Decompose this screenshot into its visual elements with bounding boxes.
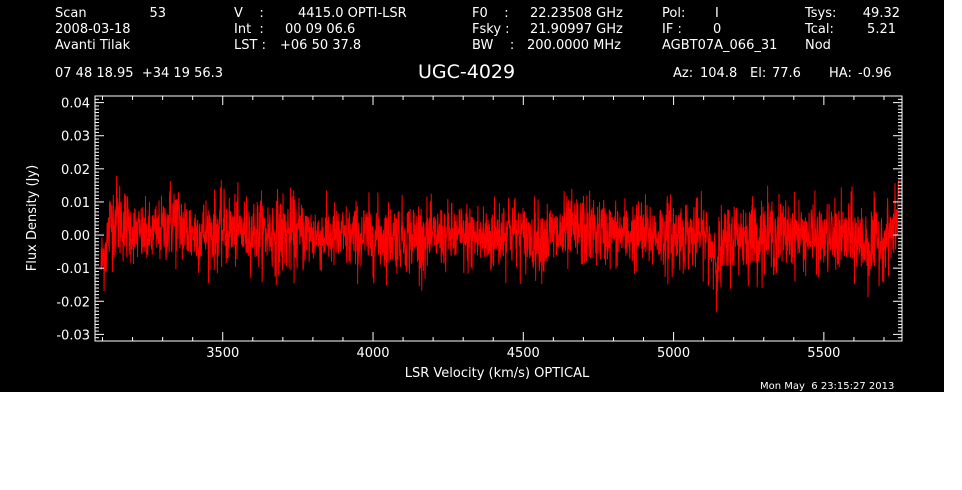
y-tick-label: 0.01 (61, 196, 90, 211)
spectrum-chart: 3500 4000 4500 5000 5500 -0.03 -0.02 -0.01 0.00 0… (25, 95, 903, 381)
velocity-label: V : (234, 6, 264, 21)
x-tick-label: 4000 (356, 346, 389, 361)
observation-date: 2008-03-18 (55, 22, 131, 37)
tcal-value: 5.21 (867, 22, 896, 37)
tcal-label: Tcal: (805, 22, 834, 37)
project-id: AGBT07A_066_31 (662, 38, 778, 53)
x-tick-label: 3500 (206, 346, 239, 361)
timestamp: Mon May 6 23:15:27 2013 (760, 381, 895, 392)
azimuth-value: 104.8 (700, 66, 738, 81)
x-tick-label: 5500 (807, 346, 840, 361)
observer-name: Avanti Tilak (55, 38, 131, 53)
source-coordinates: 07 48 18.95 +34 19 56.3 (55, 66, 224, 81)
y-tick-label: -0.03 (56, 328, 90, 343)
polarization-label: Pol: (662, 6, 686, 21)
x-tick-label: 4500 (507, 346, 540, 361)
hour-angle-value: -0.96 (858, 66, 892, 81)
f0-value: 22.23508 GHz (530, 6, 623, 21)
integration-value: 00 09 06.6 (285, 22, 356, 37)
f0-label: F0 : (472, 6, 509, 21)
y-tick-label: -0.02 (56, 295, 90, 310)
spectrum-trace (100, 176, 900, 313)
y-tick-label: 0.04 (61, 97, 90, 112)
y-tick-label: 0.00 (61, 229, 90, 244)
integration-label: Int : (234, 22, 264, 37)
scan-value: 53 (149, 6, 166, 21)
hour-angle-label: HA: (829, 66, 852, 81)
y-axis-label: Flux Density (Jy) (25, 165, 40, 271)
bandwidth-value: 200.0000 MHz (527, 38, 621, 53)
plot-panel: Scan 53 2008-03-18 Avanti Tilak V : 4415… (0, 0, 944, 392)
polarization-value: I (715, 6, 719, 21)
if-value: 0 (713, 22, 722, 37)
object-name: UGC-4029 (418, 61, 516, 83)
velocity-value: 4415.0 OPTI-LSR (298, 6, 407, 21)
tsys-value: 49.32 (862, 6, 900, 21)
y-tick-label: -0.01 (56, 262, 90, 277)
scan-label: Scan (55, 6, 87, 21)
procedure-name: Nod (805, 38, 831, 53)
lst-label: LST : (234, 38, 266, 53)
bandwidth-label: BW : (472, 38, 515, 53)
y-tick-label: 0.03 (61, 130, 90, 145)
lst-value: +06 50 37.8 (280, 38, 362, 53)
elevation-value: 77.6 (772, 66, 801, 81)
fsky-value: 21.90997 GHz (530, 22, 623, 37)
tsys-label: Tsys: (805, 6, 837, 21)
x-tick-label: 5000 (657, 346, 690, 361)
x-axis-label: LSR Velocity (km/s) OPTICAL (405, 366, 590, 381)
fsky-label: Fsky : (472, 22, 510, 37)
elevation-label: El: (750, 66, 767, 81)
azimuth-label: Az: (673, 66, 694, 81)
if-label: IF : (662, 22, 682, 37)
y-tick-label: 0.02 (61, 163, 90, 178)
